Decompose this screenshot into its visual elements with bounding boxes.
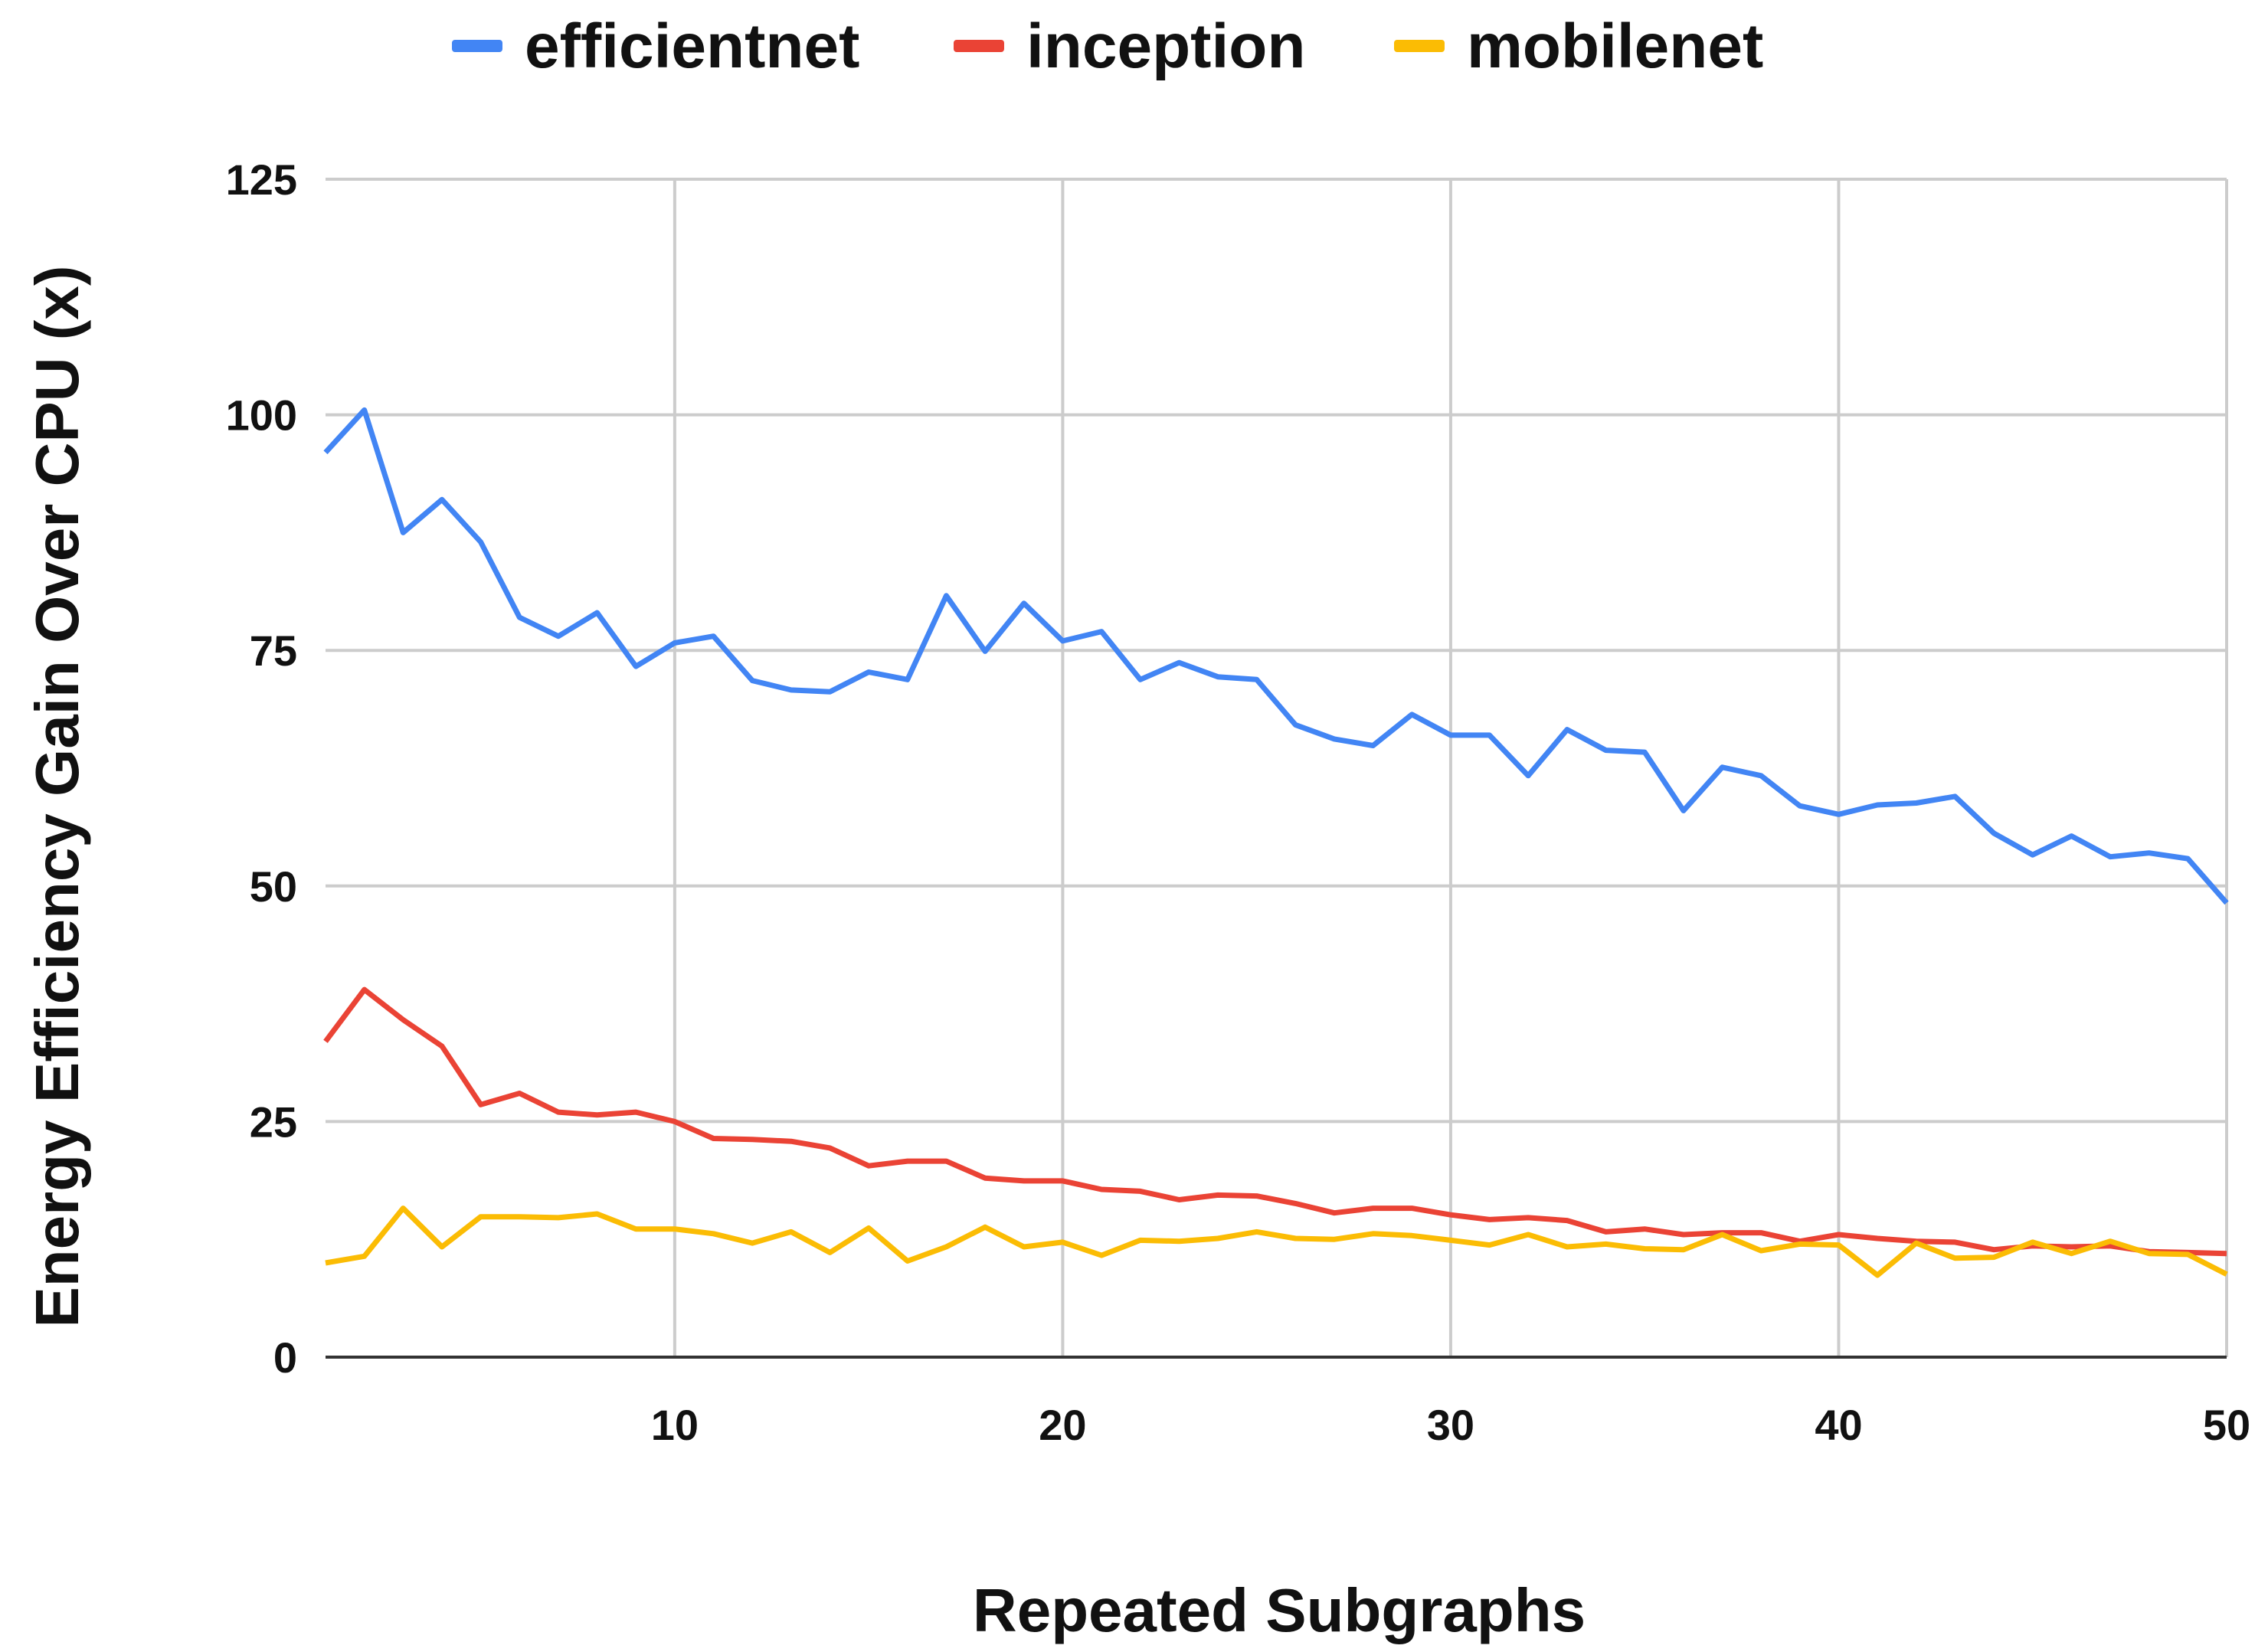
x-tick-label: 40: [1815, 1401, 1862, 1449]
series-line-efficientnet: [323, 407, 2229, 905]
legend-swatch-mobilenet: [1394, 40, 1445, 52]
legend-label-mobilenet: mobilenet: [1467, 11, 1763, 81]
legend-swatch-efficientnet: [452, 40, 502, 52]
y-tick-label: 0: [273, 1333, 297, 1382]
legend-label-inception: inception: [1026, 11, 1305, 81]
y-tick-label: 100: [226, 391, 297, 440]
x-axis-title: Repeated Subgraphs: [973, 1576, 1586, 1644]
legend: efficientnet inception mobilenet: [452, 11, 1763, 81]
x-tick-label: 30: [1427, 1401, 1474, 1449]
series-line-mobilenet: [325, 1205, 2228, 1278]
y-tick-label: 25: [250, 1098, 297, 1146]
x-tick-label: 20: [1039, 1401, 1086, 1449]
x-tick-label: 50: [2203, 1401, 2250, 1449]
y-tick-label: 75: [250, 626, 297, 675]
grid: [326, 178, 2228, 1357]
x-tick-label: 10: [651, 1401, 699, 1449]
series-lines: [323, 407, 2229, 1278]
tick-labels: 0 25 50 75 100 125 10 20 30 40 50: [226, 155, 2251, 1449]
legend-label-efficientnet: efficientnet: [525, 11, 859, 81]
series-line-inception: [323, 986, 2227, 1257]
legend-swatch-inception: [954, 40, 1004, 52]
y-axis-title: Energy Efficiency Gain Over CPU (x): [23, 265, 91, 1327]
y-tick-label: 50: [250, 862, 297, 911]
y-tick-label: 125: [226, 155, 297, 204]
